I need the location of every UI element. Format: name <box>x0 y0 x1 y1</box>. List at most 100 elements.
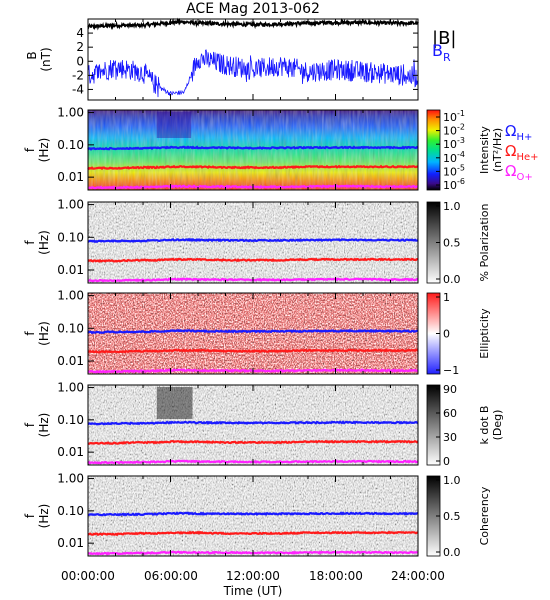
coherency-colorbar-tick-label: 1.0 <box>443 474 461 487</box>
kdotb-spectrogram-feature <box>156 387 193 419</box>
field-ytick-label: 2 <box>76 40 84 54</box>
ellipticity-panel: 1.00 0.10 0.01 f (Hz) 1 0 −1 Ellipticity <box>23 289 491 377</box>
legend-br: BR <box>432 41 451 64</box>
gyro-he-line <box>87 257 419 263</box>
field-ytick-label: 4 <box>76 26 84 40</box>
time-tick-3: 18:00:00 <box>309 569 363 583</box>
polarization-panel: 1.00 0.10 0.01 f (Hz) 1.0 0.5 0.0 % Polarization <box>23 198 491 286</box>
coherency-colorbar-label: Coherency <box>478 486 491 545</box>
intensity-colorbar-tick-exponent: -2 <box>457 123 465 132</box>
gyro-h-line <box>87 420 419 426</box>
kdotb-colorbar-unit: (Deg) <box>491 410 504 441</box>
kdotb-colorbar-label: k dot B <box>478 406 491 445</box>
intensity-colorbar-label: Intensity <box>478 126 491 174</box>
kdotb-ytick-label: 1.00 <box>57 381 84 395</box>
intensity-colorbar-tick-label: 10 <box>443 138 457 151</box>
intensity-panel: 1.000.100.01f (Hz)10-110-210-310-410 -510-… <box>23 106 504 192</box>
intensity-colorbar-tick-label: 10 <box>443 152 457 165</box>
polarization-ylabel-main: f <box>23 240 37 245</box>
field-ylabel-main: B <box>25 51 39 59</box>
kdotb-ytick-label: 0.01 <box>57 445 84 459</box>
intensity-colorbar-tick-exponent: -6 <box>457 177 465 186</box>
legend-btotal: |B| <box>432 28 456 49</box>
polarization-ytick-label: 0.10 <box>57 230 84 244</box>
intensity-colorbar <box>426 109 441 191</box>
panels-container: 420-2-4B (nT)1.000.100.01f (Hz)10 -110 -210-… <box>23 17 504 559</box>
coherency-spectrogram <box>88 476 418 556</box>
time-tick-2: 12:00:00 <box>226 569 280 583</box>
ellipticity-colorbar-tick-label: 1 <box>443 291 450 304</box>
intensity-ylabel-main: f <box>23 147 37 152</box>
field-ytick-label: -2 <box>72 68 84 82</box>
time-tick-0: 00:00:00 <box>61 569 115 583</box>
polarization-ylabel-unit: (Hz) <box>37 230 51 255</box>
coherency-colorbar-tick-label: 0.5 <box>443 510 461 523</box>
ellipticity-ytick-label: 0.01 <box>57 354 84 368</box>
field-ylabel-unit: (nT) <box>39 47 53 71</box>
ellipticity-spectrogram-wash <box>88 293 418 374</box>
kdotb-colorbar-tick-label: 0 <box>443 455 450 468</box>
kdotb-spectrogram <box>88 385 418 465</box>
gyro-h-line <box>87 511 419 517</box>
kdotb-ylabel-main: f <box>23 422 37 427</box>
intensity-ytick-label: 1.00 <box>57 106 84 120</box>
polarization-colorbar-tick-label: 1.0 <box>443 200 461 213</box>
coherency-ytick-label: 0.01 <box>57 536 84 550</box>
kdotb-colorbar-tick-label: 60 <box>443 407 457 420</box>
intensity-spectrogram-texture <box>88 110 418 190</box>
ellipticity-colorbar-tick-label: 0 <box>443 328 450 341</box>
intensity-colorbar-tick-label: 10 <box>443 111 457 124</box>
coherency-panel: 1.00 0.10 0.01 f (Hz) 1.0 0.5 0.0 Coherency <box>23 472 491 559</box>
kdotb-colorbar-tick-label: 30 <box>443 431 457 444</box>
intensity-ytick-label: 0.10 <box>57 138 84 152</box>
figure-title: ACE Mag 2013-062 <box>186 1 320 17</box>
kdotb-colorbar <box>426 384 441 466</box>
gyro-h-line <box>87 237 418 244</box>
ellipticity-colorbar-tick-label: −1 <box>443 364 459 377</box>
coherency-ylabel-main: f <box>23 513 37 518</box>
intensity-colorbar-tick-exponent: -1 <box>457 109 465 118</box>
ellipticity-ylabel-unit: (Hz) <box>37 321 51 346</box>
gyro-he-line <box>87 164 419 171</box>
ellipticity-ylabel-main: f <box>23 331 37 336</box>
gyro-h-line <box>87 145 419 151</box>
kdotb-ytick-label: 0.10 <box>57 413 84 427</box>
time-tick-1: 06:00:00 <box>144 569 198 583</box>
legend-omega-he: ΩHe+ <box>505 142 539 163</box>
field-ytick-label: 0 <box>76 54 84 68</box>
intensity-colorbar-unit: (nT²/Hz) <box>491 128 504 172</box>
coherency-ytick-label: 1.00 <box>57 472 84 486</box>
gyro-he-line <box>87 530 418 537</box>
ellipticity-spectrogram <box>88 293 418 374</box>
coherency-ylabel-unit: (Hz) <box>37 504 51 529</box>
legend-omega-o: ΩO+ <box>505 162 533 183</box>
polarization-spectrogram <box>88 202 418 283</box>
coherency-colorbar-tick-label: 0.0 <box>443 546 461 559</box>
polarization-ytick-label: 1.00 <box>57 198 84 212</box>
gyro-he-line <box>87 439 419 445</box>
ellipticity-ytick-label: 0.10 <box>57 321 84 335</box>
time-axis-labels: 00:00:00 06:00:00 12:00:00 18:00:00 24:0… <box>61 569 445 598</box>
intensity-colorbar-tick-exponent: -5 <box>457 163 465 172</box>
coherency-ytick-label: 0.10 <box>57 504 84 518</box>
ellipticity-ytick-label: 1.00 <box>57 289 84 303</box>
br-series-line <box>87 49 419 98</box>
polarization-colorbar-label: % Polarization <box>478 204 491 282</box>
kdotb-ylabel-unit: (Hz) <box>37 413 51 438</box>
gyro-legend: ΩH+ ΩHe+ ΩO+ <box>505 122 539 183</box>
field-legend: |B| BR <box>432 28 456 64</box>
intensity-ylabel-unit: (Hz) <box>37 138 51 163</box>
gyro-he-line <box>88 348 419 354</box>
intensity-spectrogram-feature <box>156 112 192 138</box>
field-panel-frame <box>87 18 419 101</box>
intensity-colorbar-tick-label: 10 <box>443 179 457 192</box>
intensity-colorbar-tick-label: 10 <box>443 165 457 178</box>
polarization-colorbar-tick-label: 0.5 <box>443 237 461 250</box>
field-ytick-label: -4 <box>72 82 84 96</box>
time-axis-label: Time (UT) <box>223 584 283 598</box>
gyro-h-line <box>87 328 419 335</box>
ellipticity-colorbar-label: Ellipticity <box>478 308 491 359</box>
intensity-ytick-label: 0.01 <box>57 170 84 184</box>
field-panel: 420-2-4 B (nT) <box>25 17 419 101</box>
